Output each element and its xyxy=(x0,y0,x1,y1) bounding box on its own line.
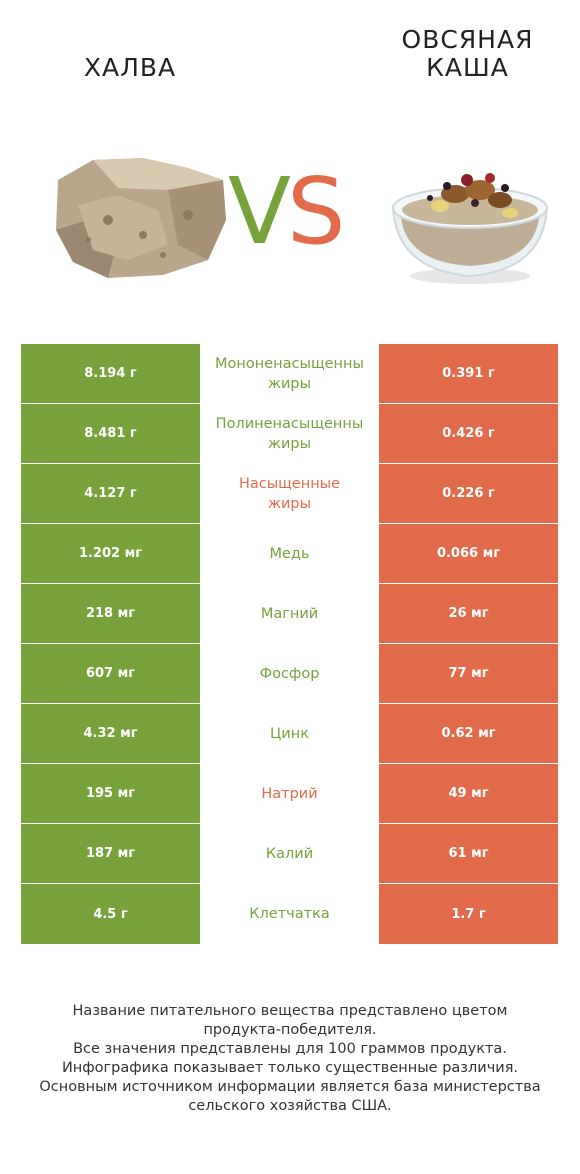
left-value: 187 мг xyxy=(21,824,200,884)
vs-label: VS xyxy=(228,162,345,262)
table-row: 607 мг Фосфор 77 мг xyxy=(21,644,558,704)
nutrient-name: Фосфор xyxy=(200,644,379,704)
nutrient-name: Магний xyxy=(200,584,379,644)
table-row: 187 мг Калий 61 мг xyxy=(21,824,558,884)
footer-line: Название питательного вещества представл… xyxy=(72,1003,508,1019)
vs-s: S xyxy=(286,158,345,265)
nutrient-name: Цинк xyxy=(200,704,379,764)
nutrient-name: Полиненасыщенны жиры xyxy=(200,404,379,464)
nutrient-name-line1: Магний xyxy=(260,606,319,622)
nutrient-name-text: Магний xyxy=(261,604,318,624)
nutrient-name-text: Полиненасыщенны жиры xyxy=(216,414,364,454)
left-value: 4.127 г xyxy=(21,464,200,524)
footer-line: сельского хозяйства США. xyxy=(188,1098,392,1114)
table-row: 195 мг Натрий 49 мг xyxy=(21,764,558,824)
nutrient-name: Медь xyxy=(200,524,379,584)
nutrient-name-line1: Полиненасыщенны xyxy=(215,416,364,432)
nutrient-name-line1: Фосфор xyxy=(259,666,320,682)
nutrient-name-line2: жиры xyxy=(267,496,312,512)
nutrient-name-text: Медь xyxy=(269,544,309,564)
nutrient-name-text: Мононенасыщенны жиры xyxy=(215,354,364,394)
footer-notes: Название питательного вещества представл… xyxy=(20,1002,560,1116)
nutrient-name-line2: жиры xyxy=(267,376,312,392)
nutrient-name-line1: Клетчатка xyxy=(249,906,330,922)
nutrient-name-text: Клетчатка xyxy=(249,904,329,924)
table-row: 1.202 мг Медь 0.066 мг xyxy=(21,524,558,584)
footer-line: Инфографика показывает только существенн… xyxy=(61,1060,519,1076)
left-value: 195 мг xyxy=(21,764,200,824)
nutrient-name: Натрий xyxy=(200,764,379,824)
right-value: 77 мг xyxy=(379,644,558,704)
right-value: 1.7 г xyxy=(379,884,558,944)
right-product-title: ОВСЯНАЯ КАША xyxy=(345,26,580,82)
table-row: 4.127 г Насыщенные жиры 0.226 г xyxy=(21,464,558,524)
nutrient-name-line1: Медь xyxy=(269,546,310,562)
halva-image xyxy=(56,158,226,278)
table-row: 8.194 г Мононенасыщенны жиры 0.391 г xyxy=(21,344,558,404)
oatmeal-bowl-image xyxy=(391,173,549,284)
nutrient-name-text: Цинк xyxy=(270,724,309,744)
right-value: 0.426 г xyxy=(379,404,558,464)
footer-line: продукта-победителя. xyxy=(203,1022,377,1038)
nutrient-name-line1: Цинк xyxy=(270,726,309,742)
footer-line: Основным источником информации является … xyxy=(39,1079,541,1095)
right-value: 26 мг xyxy=(379,584,558,644)
table-row: 4.5 г Клетчатка 1.7 г xyxy=(21,884,558,944)
nutrient-name-text: Фосфор xyxy=(260,664,320,684)
nutrient-name-line2: жиры xyxy=(267,436,312,452)
right-product-title-line2: КАША xyxy=(426,53,509,82)
table-row: 218 мг Магний 26 мг xyxy=(21,584,558,644)
left-product-title: ХАЛВА xyxy=(83,53,177,82)
nutrient-name-line1: Натрий xyxy=(261,786,318,802)
nutrient-name: Насыщенные жиры xyxy=(200,464,379,524)
nutrient-name-text: Натрий xyxy=(261,784,317,804)
nutrient-name-text: Насыщенные жиры xyxy=(239,474,340,514)
left-value: 4.32 мг xyxy=(21,704,200,764)
right-value: 0.066 мг xyxy=(379,524,558,584)
nutrient-name-line1: Насыщенные xyxy=(238,476,341,492)
right-value: 0.62 мг xyxy=(379,704,558,764)
nutrient-name: Мононенасыщенны жиры xyxy=(200,344,379,404)
right-product-title-line1: ОВСЯНАЯ xyxy=(401,25,534,54)
left-value: 8.194 г xyxy=(21,344,200,404)
left-value: 607 мг xyxy=(21,644,200,704)
right-value: 0.391 г xyxy=(379,344,558,404)
table-row: 4.32 мг Цинк 0.62 мг xyxy=(21,704,558,764)
right-value: 0.226 г xyxy=(379,464,558,524)
footer-line: Все значения представлены для 100 граммо… xyxy=(73,1041,507,1057)
vs-v: V xyxy=(228,158,291,265)
nutrient-name: Клетчатка xyxy=(200,884,379,944)
comparison-table: 8.194 г Мононенасыщенны жиры 0.391 г 8.481 г… xyxy=(21,344,558,944)
left-value: 1.202 мг xyxy=(21,524,200,584)
left-value: 4.5 г xyxy=(21,884,200,944)
right-value: 61 мг xyxy=(379,824,558,884)
nutrient-name-line1: Мононенасыщенны xyxy=(215,356,364,372)
left-value: 218 мг xyxy=(21,584,200,644)
nutrient-name: Калий xyxy=(200,824,379,884)
right-value: 49 мг xyxy=(379,764,558,824)
nutrient-name-line1: Калий xyxy=(265,846,314,862)
left-value: 8.481 г xyxy=(21,404,200,464)
table-row: 8.481 г Полиненасыщенны жиры 0.426 г xyxy=(21,404,558,464)
nutrient-name-text: Калий xyxy=(266,844,313,864)
